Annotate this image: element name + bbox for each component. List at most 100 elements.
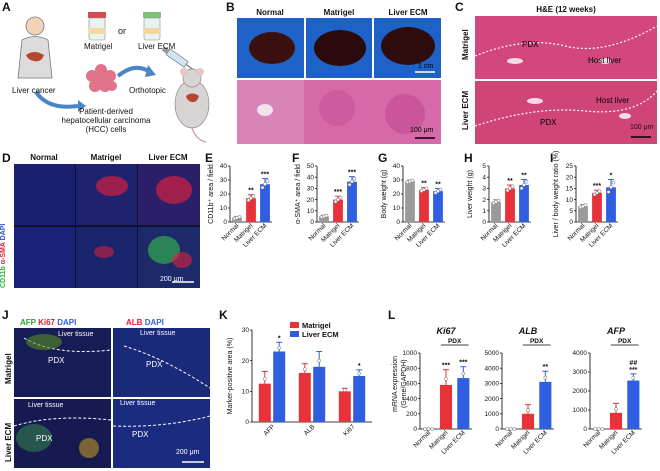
- data-point: [317, 358, 322, 363]
- normal-liver-image: [249, 32, 295, 64]
- y-tick-label: 0: [569, 219, 573, 226]
- mouse-icon: [174, 68, 210, 143]
- panel-c-title: H&E (12 weeks): [536, 5, 596, 14]
- data-point: [600, 427, 605, 431]
- panel-label-l: L: [388, 308, 396, 322]
- panel-j-header-left: AFP Ki67 DAPI: [20, 318, 77, 327]
- data-point: [302, 367, 307, 372]
- panel-label-h: H: [464, 151, 473, 165]
- matrigel-liver-image: [314, 30, 366, 66]
- data-point: [352, 176, 357, 181]
- bar: [246, 198, 256, 222]
- y-tick-label: 4: [482, 174, 486, 181]
- data-point: [260, 185, 265, 190]
- data-point: [350, 179, 354, 184]
- bar: [258, 383, 271, 422]
- y-tick-label: 10: [566, 197, 574, 204]
- data-point: [433, 191, 438, 195]
- data-point: [510, 184, 515, 189]
- bar: [521, 413, 535, 429]
- label-liver-tissue: Liver tissue: [28, 402, 64, 409]
- significance-label: **: [421, 181, 427, 188]
- y-tick-label: 600: [406, 381, 417, 388]
- y-tick-label: 2000: [573, 388, 588, 395]
- significance-label: **: [248, 188, 254, 195]
- bar: [519, 185, 529, 222]
- bar: [273, 351, 286, 422]
- data-point: [543, 375, 548, 380]
- y-tick-label: 10: [242, 389, 250, 396]
- x-tick-label: Ki67: [342, 423, 356, 437]
- label-pdx: PDX: [36, 434, 53, 443]
- panel-label-g: G: [378, 151, 388, 165]
- y-axis-label: Marker-positive area (%): [227, 338, 234, 415]
- data-point: [424, 186, 429, 191]
- data-point: [430, 427, 435, 431]
- label-liver-tissue: Liver tissue: [58, 331, 94, 338]
- immunofluorescence-images: [14, 164, 200, 288]
- label-pdx: PDX: [540, 118, 557, 127]
- matrigel-label: Matrigel: [84, 42, 113, 51]
- y-tick-label: 0: [223, 219, 227, 226]
- pdx-cells-label: Patient-derived hepatocellular carcinoma…: [61, 107, 151, 134]
- row-label-liver-ecm: Liver ECM: [4, 422, 13, 462]
- chart-title: ALB: [518, 326, 538, 336]
- label-pdx: PDX: [146, 360, 163, 369]
- y-tick-label: 0: [583, 426, 587, 433]
- significance-label: ***: [593, 183, 601, 190]
- data-point: [263, 182, 267, 187]
- x-tick-label: AFP: [263, 423, 277, 437]
- y-tick-label: 15: [566, 186, 574, 193]
- bracket-label: PDX: [618, 338, 632, 345]
- data-point: [461, 371, 466, 376]
- y-tick-label: 20: [307, 197, 315, 204]
- row-label-matrigel: Matrigel: [4, 353, 13, 384]
- significance-label: **: [543, 364, 549, 371]
- data-point: [410, 178, 415, 183]
- data-point: [505, 427, 509, 431]
- legend-swatch: [290, 331, 299, 337]
- bar: [405, 181, 415, 222]
- scale-bar-label: 200 μm: [176, 449, 200, 456]
- y-tick-label: 40: [220, 163, 228, 170]
- data-point: [251, 194, 256, 198]
- liver-cancer-label: Liver cancer: [12, 86, 56, 95]
- data-point: [593, 427, 597, 431]
- significance-label: ***: [348, 170, 356, 177]
- y-tick-label: 5: [482, 163, 486, 170]
- l-ylabel-2: (Gene/GAPDH): [401, 359, 408, 408]
- data-point: [324, 213, 329, 218]
- patient-figure-icon: [17, 16, 53, 79]
- bar: [539, 381, 552, 429]
- data-point: [333, 199, 338, 204]
- bar: [232, 217, 242, 222]
- label-host-liver: Host liver: [596, 96, 630, 105]
- matrigel-vial-icon: [88, 12, 106, 41]
- panel-label-i: I: [550, 151, 554, 165]
- scale-bar-label-top: 1 cm: [418, 63, 434, 70]
- y-tick-label: 1000: [403, 350, 418, 357]
- data-point: [444, 376, 448, 381]
- label-pdx: PDX: [132, 430, 149, 439]
- bar: [298, 372, 311, 422]
- data-point: [508, 427, 513, 431]
- bar: [491, 201, 501, 222]
- col-header-normal: Normal: [30, 153, 58, 162]
- liver-ecm-label: Liver ECM: [138, 42, 176, 51]
- legend-label: Liver ECM: [302, 330, 339, 339]
- significance-label: **: [521, 172, 527, 179]
- significance-label: **: [435, 181, 441, 188]
- or-label: or: [118, 26, 127, 36]
- y-tick-label: 20: [242, 358, 250, 365]
- liver-ecm-liver-image: [381, 27, 435, 65]
- data-point: [597, 189, 602, 194]
- y-tick-label: 400: [406, 396, 417, 403]
- data-point: [423, 427, 427, 431]
- y-tick-label: 10: [307, 208, 315, 215]
- bar: [319, 216, 329, 222]
- y-tick-label: 3: [482, 186, 486, 193]
- y-tick-label: 40: [307, 174, 315, 181]
- curved-arrow-icon: [34, 90, 79, 109]
- bar: [592, 192, 602, 222]
- col-header-matrigel: Matrigel: [323, 8, 355, 17]
